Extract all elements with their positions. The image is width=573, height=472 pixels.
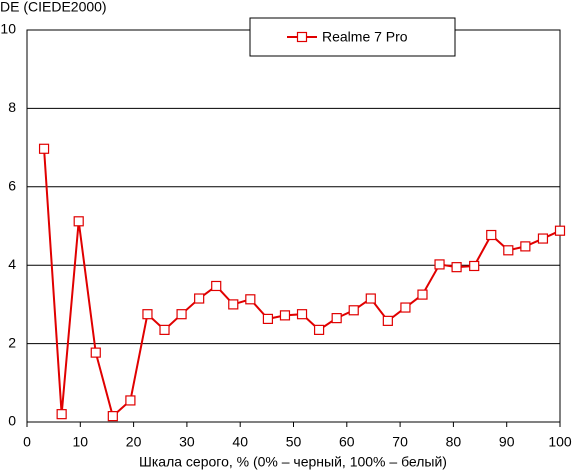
y-tick-label: 6 xyxy=(8,178,16,194)
point-marker xyxy=(382,315,393,326)
point-marker xyxy=(331,313,342,324)
point-marker xyxy=(520,241,531,252)
y-tick-label: 10 xyxy=(0,21,16,37)
point-marker xyxy=(159,324,170,335)
point-marker xyxy=(73,216,84,227)
x-axis-title: Шкала серого, % (0% – черный, 100% – бел… xyxy=(139,454,447,470)
point-marker xyxy=(194,293,205,304)
point-marker xyxy=(296,309,308,320)
point-marker xyxy=(90,347,101,358)
point-marker xyxy=(176,309,187,320)
x-tick-label: 100 xyxy=(548,434,572,450)
point-marker xyxy=(554,225,566,236)
point-marker xyxy=(262,313,274,325)
y-tick-label: 4 xyxy=(8,256,16,272)
x-tick-label: 0 xyxy=(23,434,31,450)
point-marker xyxy=(211,280,222,292)
x-tick-label: 10 xyxy=(73,434,89,450)
point-marker xyxy=(107,411,118,422)
point-marker xyxy=(38,143,50,154)
x-tick-label: 50 xyxy=(286,434,302,450)
x-tick-label: 80 xyxy=(446,434,462,450)
point-marker xyxy=(486,229,497,241)
point-marker xyxy=(348,305,359,316)
y-tick-label: 8 xyxy=(8,99,16,115)
point-marker xyxy=(228,299,239,310)
x-tick-label: 60 xyxy=(339,434,355,450)
point-marker xyxy=(245,294,256,305)
legend-marker xyxy=(296,31,308,43)
point-marker xyxy=(313,324,325,335)
point-marker xyxy=(503,245,514,256)
point-marker xyxy=(451,262,462,273)
legend-label: Realme 7 Pro xyxy=(322,29,408,45)
point-marker xyxy=(469,260,480,272)
point-marker xyxy=(400,302,411,313)
x-tick-label: 70 xyxy=(392,434,408,450)
point-marker xyxy=(434,259,445,270)
x-tick-label: 20 xyxy=(126,434,142,450)
point-marker xyxy=(279,310,291,321)
y-tick-label: 2 xyxy=(8,334,16,350)
point-marker xyxy=(537,233,549,244)
legend-box xyxy=(249,17,456,57)
y-tick-label: 0 xyxy=(8,413,16,429)
point-marker xyxy=(56,409,67,420)
point-marker xyxy=(142,309,153,320)
x-tick-label: 40 xyxy=(232,434,248,450)
point-marker xyxy=(125,395,136,406)
point-marker xyxy=(365,293,376,304)
x-tick-label: 30 xyxy=(179,434,195,450)
y-axis-title: DE (CIEDE2000) xyxy=(0,0,107,15)
point-marker xyxy=(417,289,428,300)
series-line xyxy=(43,148,561,418)
x-tick-label: 90 xyxy=(499,434,515,450)
plot-frame xyxy=(26,29,561,423)
